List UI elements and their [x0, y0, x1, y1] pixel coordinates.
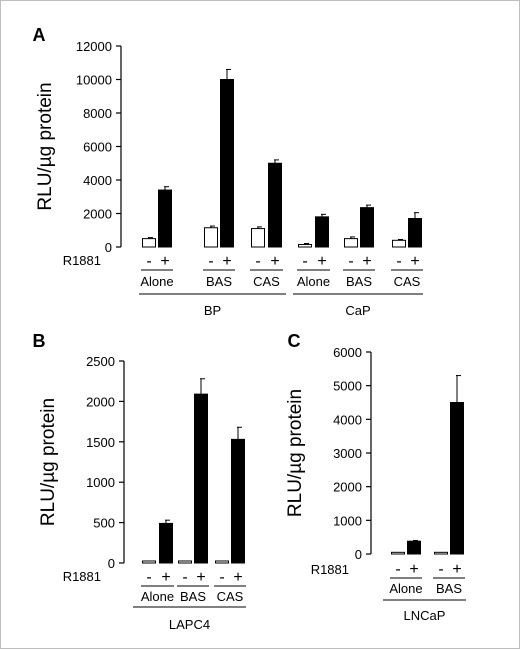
panel-a-sign-minus: -: [396, 253, 401, 270]
panel-c-condition-label: Alone: [389, 581, 422, 596]
panel-a-bar-minus: [392, 239, 406, 248]
panel-c-y-tick-label: 2000: [333, 480, 362, 495]
panel-c-bar-plus: [407, 540, 421, 555]
panel-a-y-tick-label: 6000: [83, 140, 112, 155]
panel-a-bar-minus: [142, 238, 156, 248]
panel-b-sign-plus: +: [161, 569, 170, 586]
panel-a-sign-plus: +: [410, 253, 419, 270]
panel-b-sign-minus: -: [219, 569, 224, 586]
panel-b-bar-minus: [178, 560, 192, 564]
panel-b-y-tick-label: 1000: [86, 475, 115, 490]
panel-b-bar-minus: [142, 560, 156, 564]
panel-a-y-tick-label: 8000: [83, 106, 112, 121]
panel-a-bar-minus: [251, 228, 265, 248]
panel-b-y-axis-label: RLU/µg protein: [38, 398, 59, 526]
panel-a-condition-label: BAS: [206, 274, 232, 289]
panel-a-letter: A: [33, 25, 46, 45]
panel-a-y-tick-label: 2000: [83, 207, 112, 222]
panel-a-sign-minus: -: [146, 253, 151, 270]
panel-b-group-label: LAPC4: [169, 617, 210, 632]
panel-c-treatment-label: R1881: [311, 562, 349, 577]
panel-b-bar-plus: [231, 438, 245, 564]
panel-c-y-axis-label: RLU/µg protein: [285, 389, 306, 517]
panel-c-y-tick-label: 3000: [333, 446, 362, 461]
panel-a-treatment-label: R1881: [63, 253, 101, 268]
panel-b-y-tick-label: 2500: [86, 354, 115, 369]
panel-a-sign-plus: +: [160, 253, 169, 270]
panel-a-bar-plus: [220, 79, 234, 248]
panel-a-y-tick-label: 12000: [76, 39, 112, 54]
panel-a-bar-plus: [360, 207, 374, 248]
panel-a-condition-label: Alone: [297, 274, 330, 289]
panel-a-bar-plus: [158, 189, 172, 248]
panel-a-bar-minus: [298, 243, 312, 248]
panel-b-y-tick-label: 0: [108, 556, 115, 571]
panel-c-bar-minus: [391, 551, 405, 555]
panel-a-sign-plus: +: [317, 253, 326, 270]
panel-a-sign-minus: -: [302, 253, 307, 270]
panel-a-group-label: CaP: [345, 303, 370, 318]
panel-a-bar-plus: [315, 216, 329, 248]
panel-b-y-tick-label: 2000: [86, 394, 115, 409]
panel-c-sign-minus: -: [438, 561, 443, 578]
panel-a-condition-label: Alone: [140, 274, 173, 289]
panel-b-y-tick-label: 500: [93, 516, 115, 531]
panel-a-sign-plus: +: [362, 253, 371, 270]
panel-a-bar-plus: [408, 218, 422, 248]
panel-b-y-tick-label: 1500: [86, 435, 115, 450]
panel-c-y-tick-label: 0: [355, 547, 362, 562]
panel-b-condition-label: CAS: [217, 589, 244, 604]
panel-c-letter: C: [288, 331, 301, 351]
panel-a-sign-plus: +: [270, 253, 279, 270]
panel-c-group-label: LNCaP: [404, 608, 446, 623]
panel-a-condition-label: CAS: [253, 274, 280, 289]
panel-b-letter: B: [33, 331, 46, 351]
panel-a-bar-minus: [204, 227, 218, 248]
panel-c-sign-plus: +: [452, 561, 461, 578]
panel-a-bar-minus: [344, 238, 358, 248]
panel-a-sign-minus: -: [348, 253, 353, 270]
panel-a-sign-plus: +: [222, 253, 231, 270]
panel-a-sign-minus: -: [208, 253, 213, 270]
panel-c-bar-plus: [450, 402, 464, 555]
panel-b-sign-plus: +: [196, 569, 205, 586]
panel-c-y-tick-label: 1000: [333, 513, 362, 528]
panel-c-sign-plus: +: [409, 561, 418, 578]
panel-b-bar-plus: [159, 522, 173, 564]
panel-c-condition-label: BAS: [436, 581, 462, 596]
panel-b-sign-minus: -: [146, 569, 151, 586]
panel-a-sign-minus: -: [255, 253, 260, 270]
panel-a-y-tick-label: 10000: [76, 73, 112, 88]
panel-a-condition-label: BAS: [346, 274, 372, 289]
panel-a-y-axis-label: RLU/µg protein: [35, 82, 56, 210]
panel-b-bar-plus: [194, 393, 208, 564]
panel-a-bar-plus: [268, 162, 282, 248]
panel-b-sign-minus: -: [182, 569, 187, 586]
panel-b-bar-minus: [215, 560, 229, 564]
panel-b-treatment-label: R1881: [63, 569, 101, 584]
panel-c-sign-minus: -: [395, 561, 400, 578]
panel-b-condition-label: Alone: [141, 589, 174, 604]
panel-a-y-tick-label: 0: [105, 240, 112, 255]
panel-c-y-tick-label: 6000: [333, 345, 362, 360]
panel-c-y-tick-label: 4000: [333, 412, 362, 427]
panel-b-condition-label: BAS: [180, 589, 206, 604]
panel-c-bar-minus: [434, 551, 448, 555]
panel-a-condition-label: CAS: [394, 274, 421, 289]
panel-b-sign-plus: +: [233, 569, 242, 586]
panel-a-group-label: BP: [204, 303, 221, 318]
panel-a-y-tick-label: 4000: [83, 173, 112, 188]
panel-c-y-tick-label: 5000: [333, 379, 362, 394]
